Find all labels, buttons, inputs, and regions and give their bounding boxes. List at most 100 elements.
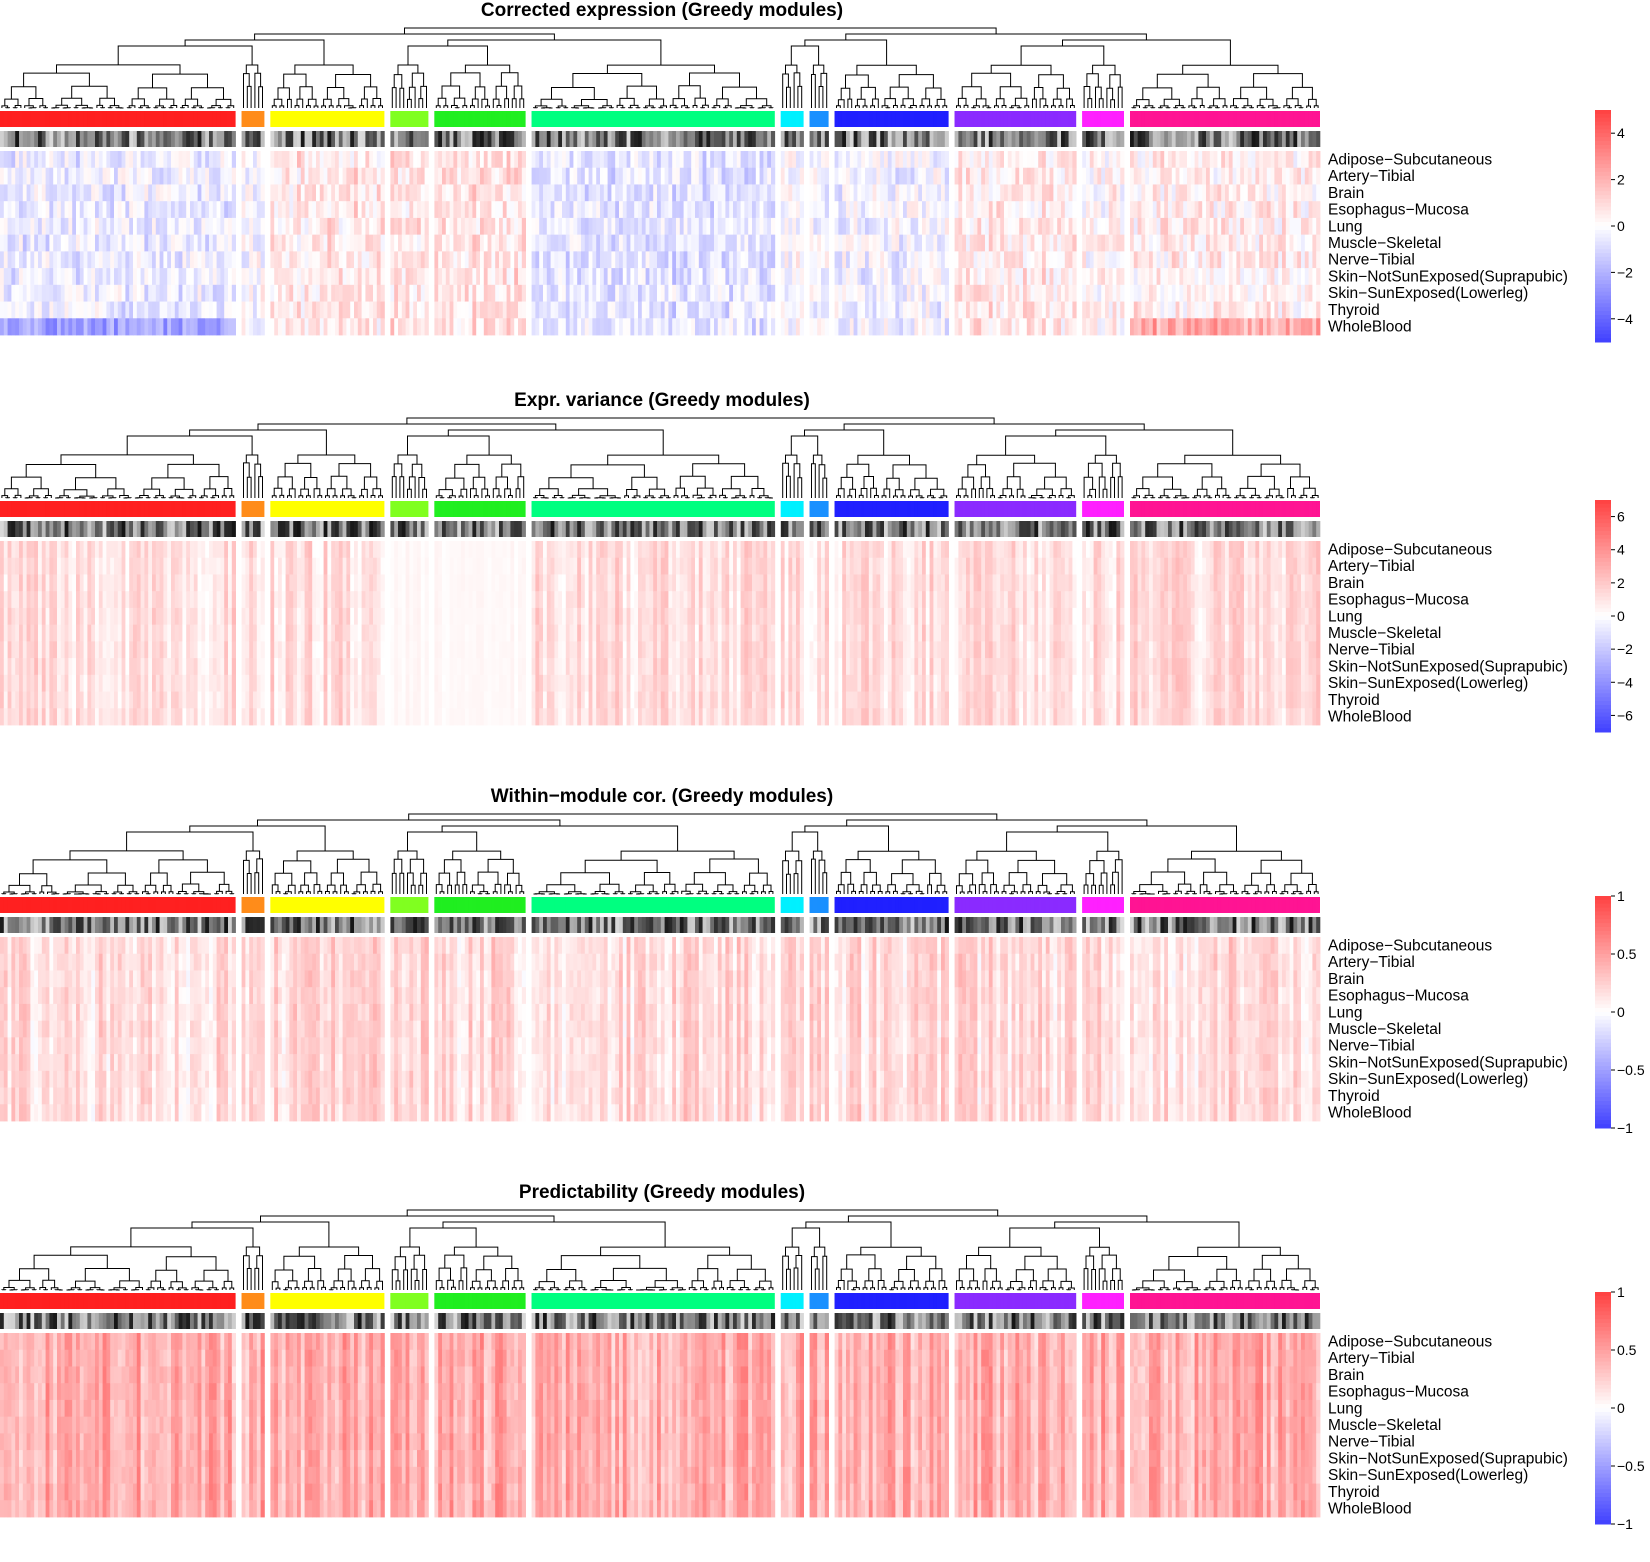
- heatmap-cell: [1248, 235, 1252, 252]
- heatmap-cell: [638, 285, 642, 302]
- heatmap-cell: [350, 318, 354, 335]
- heatmap-cell: [1210, 218, 1214, 235]
- module-color-cell: [457, 111, 460, 127]
- heatmap-cell: [15, 251, 19, 268]
- module-color-cell: [84, 111, 87, 127]
- heatmap-cell: [167, 302, 171, 319]
- heatmap-cell: [876, 285, 880, 302]
- module-color-cell: [450, 111, 453, 127]
- heatmap-cell: [518, 218, 522, 235]
- dendrogram-branch: [255, 73, 261, 108]
- heatmap-cell: [1301, 218, 1305, 235]
- heatmap-cell: [1217, 151, 1221, 168]
- heatmap-cell: [981, 318, 985, 335]
- heatmap-cell: [1255, 268, 1259, 285]
- heatmap-cell: [796, 251, 800, 268]
- row-label: Esophagus−Mucosa: [1328, 202, 1469, 219]
- heatmap-cell: [741, 235, 745, 252]
- heatmap-cell: [34, 268, 38, 285]
- grayscale-cell: [156, 131, 160, 147]
- heatmap-cell: [914, 251, 918, 268]
- heatmap-cell: [245, 184, 249, 201]
- heatmap-cell: [0, 168, 4, 185]
- heatmap-cell: [220, 251, 224, 268]
- heatmap-cell: [148, 201, 152, 218]
- heatmap-cell: [156, 201, 160, 218]
- heatmap-cell: [668, 268, 672, 285]
- heatmap-cell: [1316, 251, 1320, 268]
- heatmap-cell: [179, 218, 183, 235]
- heatmap-cell: [179, 184, 183, 201]
- heatmap-cell: [989, 285, 993, 302]
- heatmap-cell: [1065, 268, 1069, 285]
- heatmap-cell: [842, 184, 846, 201]
- colorbar-segment: [1595, 176, 1611, 180]
- heatmap-cell: [1202, 302, 1206, 319]
- heatmap-cell: [926, 318, 930, 335]
- heatmap-cell: [577, 251, 581, 268]
- heatmap-cell: [993, 168, 997, 185]
- dendrogram-branch: [465, 65, 509, 73]
- module-color-cell: [1101, 111, 1104, 127]
- heatmap-cell: [691, 235, 695, 252]
- heatmap-cell: [514, 318, 518, 335]
- heatmap-cell: [821, 302, 825, 319]
- heatmap-cell: [209, 302, 213, 319]
- heatmap-cell: [413, 184, 417, 201]
- heatmap-cell: [1097, 285, 1101, 302]
- heatmap-cell: [543, 168, 547, 185]
- heatmap-cell: [846, 235, 850, 252]
- heatmap-cell: [1206, 302, 1210, 319]
- heatmap-cell: [646, 201, 650, 218]
- dendrogram-branch: [541, 99, 562, 106]
- heatmap-cell: [1065, 251, 1069, 268]
- heatmap-cell: [532, 201, 536, 218]
- row-label: Thyroid: [1328, 302, 1380, 319]
- heatmap-cell: [1210, 184, 1214, 201]
- heatmap-cell: [480, 201, 484, 218]
- heatmap-cell: [627, 235, 631, 252]
- heatmap-cell: [930, 201, 934, 218]
- heatmap-cell: [446, 268, 450, 285]
- heatmap-cell: [23, 268, 27, 285]
- dendrogram-branch: [812, 75, 816, 109]
- heatmap-cell: [346, 184, 350, 201]
- heatmap-cell: [619, 235, 623, 252]
- heatmap-cell: [996, 268, 1000, 285]
- heatmap-cell: [1252, 218, 1256, 235]
- heatmap-cell: [320, 268, 324, 285]
- module-color-cell: [1252, 111, 1255, 127]
- heatmap-cell: [133, 302, 137, 319]
- heatmap-cell: [585, 251, 589, 268]
- heatmap-cell: [53, 285, 57, 302]
- heatmap-cell: [160, 251, 164, 268]
- heatmap-cell: [4, 268, 8, 285]
- heatmap-cell: [144, 318, 148, 335]
- grayscale-cell: [566, 131, 570, 147]
- heatmap-cell: [421, 302, 425, 319]
- heatmap-cell: [23, 235, 27, 252]
- heatmap-cell: [729, 302, 733, 319]
- grayscale-cell: [480, 131, 484, 147]
- heatmap-cell: [1120, 168, 1124, 185]
- heatmap-cell: [137, 168, 141, 185]
- heatmap-cell: [1191, 201, 1195, 218]
- heatmap-cell: [744, 151, 748, 168]
- dendrogram-branch: [981, 477, 990, 489]
- heatmap-cell: [327, 302, 331, 319]
- heatmap-cell: [242, 184, 246, 201]
- heatmap-cell: [962, 184, 966, 201]
- module-color-cell: [1255, 111, 1258, 127]
- heatmap-cell: [103, 151, 107, 168]
- heatmap-cell: [213, 151, 217, 168]
- heatmap-cell: [495, 184, 499, 201]
- heatmap-cell: [1229, 302, 1233, 319]
- heatmap-cell: [627, 285, 631, 302]
- heatmap-cell: [34, 302, 38, 319]
- heatmap-cell: [8, 151, 12, 168]
- heatmap-cell: [1116, 184, 1120, 201]
- heatmap-cell: [596, 285, 600, 302]
- grayscale-cell: [680, 131, 684, 147]
- heatmap-cell: [450, 218, 454, 235]
- heatmap-cell: [1263, 151, 1267, 168]
